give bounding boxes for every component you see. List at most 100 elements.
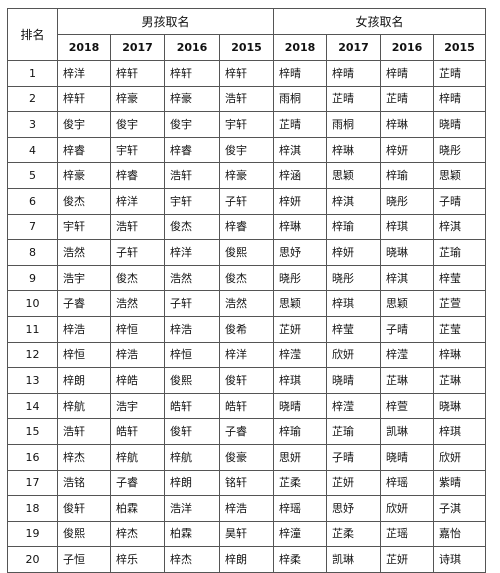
year-header-boys-2015: 2015 xyxy=(218,34,275,61)
girl-name-cell: 子晴 xyxy=(326,443,382,471)
girl-name-cell: 诗琪 xyxy=(433,546,487,573)
table-header: 排名 男孩取名 女孩取名 2018 2017 2016 2015 2018 20… xyxy=(7,8,487,61)
boy-name-cell: 梓杰 xyxy=(164,546,220,573)
girl-name-cell: 思颖 xyxy=(326,162,382,189)
girl-name-cell: 梓瑜 xyxy=(273,418,328,445)
girl-name-cell: 梓淇 xyxy=(326,187,382,215)
girl-name-cell: 子淇 xyxy=(433,495,487,522)
boy-name-cell: 浩然 xyxy=(110,290,165,317)
table-row: 2 梓轩 梓豪 梓豪 浩轩 雨桐 芷晴 芷晴 梓晴 xyxy=(7,85,487,113)
girl-name-cell: 芷晴 xyxy=(433,60,487,87)
boy-name-cell: 俊希 xyxy=(218,315,275,343)
girls-group-header: 女孩取名 xyxy=(273,8,487,35)
table-row: 15 浩轩 皓轩 俊轩 子睿 梓瑜 芷瑜 凯琳 梓琪 xyxy=(7,418,487,445)
girl-name-cell: 芷妍 xyxy=(380,546,435,573)
girl-name-cell: 芷妍 xyxy=(273,315,328,343)
boy-name-cell: 宇轩 xyxy=(57,213,111,241)
boy-name-cell: 梓洋 xyxy=(57,60,111,87)
table-row: 10 子睿 浩然 子轩 浩然 思颖 梓琪 思颖 芷萱 xyxy=(7,290,487,317)
girl-name-cell: 芷晴 xyxy=(273,111,328,138)
girl-name-cell: 思颖 xyxy=(380,290,435,317)
boy-name-cell: 浩然 xyxy=(164,264,220,292)
boy-name-cell: 梓乐 xyxy=(110,546,165,573)
rank-cell: 13 xyxy=(7,367,58,394)
boy-name-cell: 梓豪 xyxy=(110,85,165,113)
table-row: 11 梓浩 梓恒 梓浩 俊希 芷妍 梓莹 子晴 芷莹 xyxy=(7,315,487,343)
table-row: 16 梓杰 梓航 梓航 俊豪 思妍 子晴 晓晴 欣妍 xyxy=(7,443,487,471)
girl-name-cell: 梓琪 xyxy=(326,290,382,317)
girl-name-cell: 芷晴 xyxy=(380,85,435,113)
boy-name-cell: 俊宇 xyxy=(57,111,111,138)
girl-name-cell: 梓琳 xyxy=(326,136,382,164)
girl-name-cell: 梓萱 xyxy=(380,392,435,420)
year-header-boys-2018: 2018 xyxy=(57,34,111,61)
girl-name-cell: 梓晴 xyxy=(326,60,382,87)
girl-name-cell: 欣妍 xyxy=(433,443,487,471)
rank-cell: 4 xyxy=(7,136,58,164)
girl-name-cell: 梓琪 xyxy=(273,367,328,394)
rank-cell: 10 xyxy=(7,290,58,317)
boy-name-cell: 梓睿 xyxy=(57,136,111,164)
boy-name-cell: 梓恒 xyxy=(110,315,165,343)
girl-name-cell: 凯琳 xyxy=(380,418,435,445)
rank-cell: 16 xyxy=(7,443,58,471)
rank-cell: 18 xyxy=(7,495,58,522)
boy-name-cell: 子睿 xyxy=(218,418,275,445)
boy-name-cell: 梓杰 xyxy=(57,443,111,471)
boy-name-cell: 梓恒 xyxy=(164,341,220,369)
girl-name-cell: 雨桐 xyxy=(273,85,328,113)
rank-cell: 7 xyxy=(7,213,58,241)
header-row-years: 2018 2017 2016 2015 2018 2017 2016 2015 xyxy=(8,34,487,61)
rank-cell: 3 xyxy=(7,111,58,138)
boy-name-cell: 浩洋 xyxy=(164,495,220,522)
girl-name-cell: 梓淇 xyxy=(433,213,487,241)
table-row: 13 梓朗 梓皓 俊熙 俊轩 梓琪 晓晴 芷琳 芷琳 xyxy=(7,367,487,394)
girl-name-cell: 晓彤 xyxy=(433,136,487,164)
boy-name-cell: 柏霖 xyxy=(110,495,165,522)
girl-name-cell: 梓琪 xyxy=(380,213,435,241)
girl-name-cell: 芷柔 xyxy=(273,469,328,497)
girl-name-cell: 嘉怡 xyxy=(433,520,487,548)
boy-name-cell: 子轩 xyxy=(164,290,220,317)
boy-name-cell: 浩然 xyxy=(218,290,275,317)
boy-name-cell: 子恒 xyxy=(57,546,111,573)
boy-name-cell: 浩宇 xyxy=(57,264,111,292)
boy-name-cell: 俊熙 xyxy=(164,367,220,394)
girl-name-cell: 梓琳 xyxy=(433,341,487,369)
table-body: 1 梓洋 梓轩 梓轩 梓轩 梓晴 梓晴 梓晴 芷晴 2 梓轩 梓豪 梓豪 浩轩 雨桐 芷晴 芷晴 梓晴 3 俊宇 俊宇俊… xyxy=(7,60,487,573)
rank-cell: 5 xyxy=(7,162,58,189)
girl-name-cell: 梓滢 xyxy=(326,392,382,420)
boy-name-cell: 浩轩 xyxy=(57,418,111,445)
girl-name-cell: 梓瑜 xyxy=(380,162,435,189)
boy-name-cell: 昊轩 xyxy=(218,520,275,548)
table-row: 17 浩铭 子睿 梓朗 铭轩 芷柔 芷妍 梓瑶 紫晴 xyxy=(7,469,487,497)
boy-name-cell: 梓航 xyxy=(164,443,220,471)
names-table-container: 排名 男孩取名 女孩取名 2018 2017 2016 2015 2018 20… xyxy=(7,8,487,573)
boy-name-cell: 浩轩 xyxy=(164,162,220,189)
boy-name-cell: 柏霖 xyxy=(164,520,220,548)
rank-cell: 12 xyxy=(7,341,58,369)
boy-name-cell: 浩然 xyxy=(57,239,111,266)
girl-name-cell: 梓滢 xyxy=(380,341,435,369)
girl-name-cell: 芷瑜 xyxy=(433,239,487,266)
boy-name-cell: 宇轩 xyxy=(110,136,165,164)
girl-name-cell: 芷琳 xyxy=(380,367,435,394)
boy-name-cell: 俊宇 xyxy=(218,136,275,164)
boy-name-cell: 浩铭 xyxy=(57,469,111,497)
boy-name-cell: 梓豪 xyxy=(218,162,275,189)
girl-name-cell: 梓妍 xyxy=(380,136,435,164)
boy-name-cell: 梓朗 xyxy=(57,367,111,394)
girl-name-cell: 芷莹 xyxy=(433,315,487,343)
header-row-groups: 排名 男孩取名 女孩取名 xyxy=(7,8,487,61)
girl-name-cell: 子晴 xyxy=(380,315,435,343)
boy-name-cell: 子轩 xyxy=(218,187,275,215)
table-row: 1 梓洋 梓轩 梓轩 梓轩 梓晴 梓晴 梓晴 芷晴 xyxy=(7,60,487,87)
boy-name-cell: 子轩 xyxy=(110,239,165,266)
boy-name-cell: 宇轩 xyxy=(164,187,220,215)
girl-name-cell: 芷瑶 xyxy=(380,520,435,548)
girl-name-cell: 芷琳 xyxy=(433,367,487,394)
girl-name-cell: 梓瑜 xyxy=(326,213,382,241)
rank-cell: 8 xyxy=(7,239,58,266)
table-row: 9 浩宇 俊杰 浩然 俊杰 晓彤 晓彤 梓淇 梓莹 xyxy=(7,264,487,292)
boy-name-cell: 梓朗 xyxy=(218,546,275,573)
